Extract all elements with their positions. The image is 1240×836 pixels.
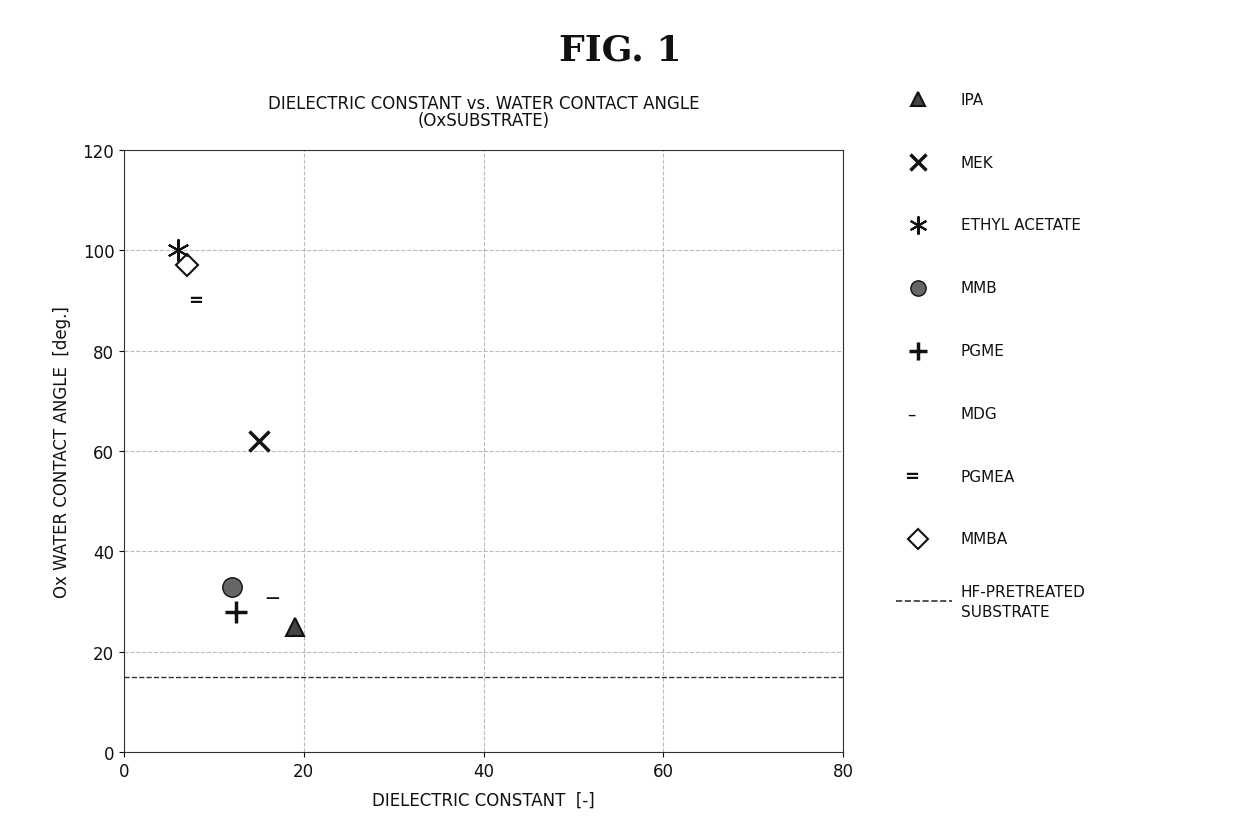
Text: HF-PRETREATED
SUBSTRATE: HF-PRETREATED SUBSTRATE — [961, 584, 1086, 619]
Text: =: = — [904, 467, 919, 486]
Text: IPA: IPA — [961, 93, 985, 108]
Text: –: – — [908, 405, 915, 423]
Text: MMB: MMB — [961, 281, 998, 296]
Text: PGME: PGME — [961, 344, 1004, 359]
Text: DIELECTRIC CONSTANT vs. WATER CONTACT ANGLE: DIELECTRIC CONSTANT vs. WATER CONTACT AN… — [268, 94, 699, 113]
Text: PGMEA: PGMEA — [961, 469, 1016, 484]
Text: —: — — [265, 590, 279, 604]
Text: MMBA: MMBA — [961, 532, 1008, 547]
X-axis label: DIELECTRIC CONSTANT  [-]: DIELECTRIC CONSTANT [-] — [372, 791, 595, 809]
Text: =: = — [188, 292, 203, 310]
Text: ETHYL ACETATE: ETHYL ACETATE — [961, 218, 1081, 233]
Text: (OxSUBSTRATE): (OxSUBSTRATE) — [418, 111, 549, 130]
Text: FIG. 1: FIG. 1 — [559, 33, 681, 68]
Text: MDG: MDG — [961, 406, 998, 421]
Text: MEK: MEK — [961, 155, 993, 171]
Y-axis label: Ox WATER CONTACT ANGLE  [deg.]: Ox WATER CONTACT ANGLE [deg.] — [53, 306, 72, 597]
